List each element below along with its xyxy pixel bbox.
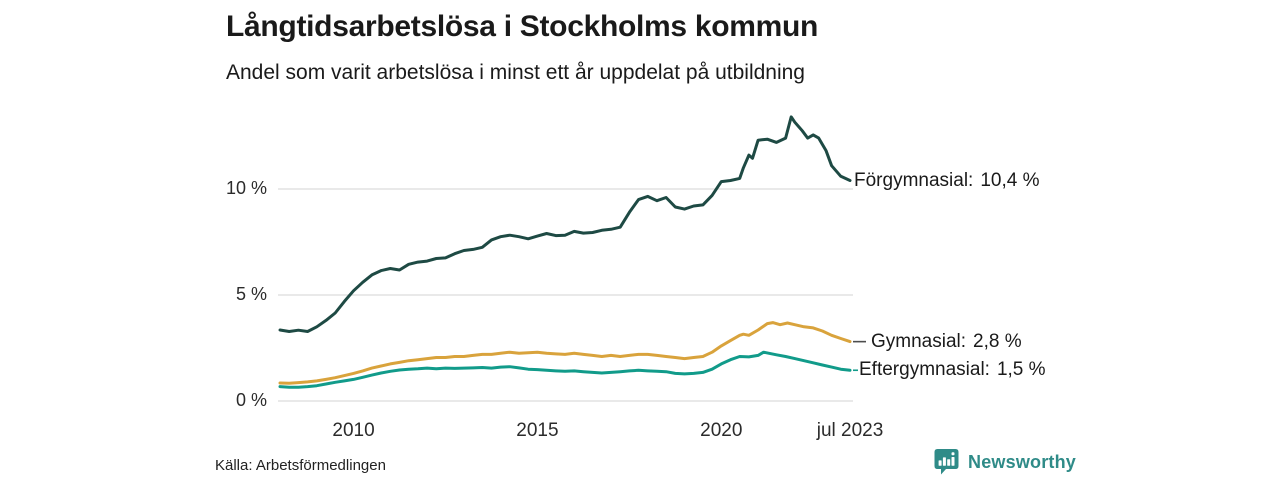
x-axis-tick-label: 2020 [700, 420, 743, 441]
source-credit: Källa: Arbetsförmedlingen [215, 457, 386, 474]
y-axis-tick-label: 10 % [225, 178, 267, 199]
series-line-eftergymnasial [278, 350, 852, 389]
series-end-label-forgymnasial: Förgymnasial: 10,4 % [854, 170, 1039, 192]
page-title: Långtidsarbetslösa i Stockholms kommun [226, 10, 819, 43]
bar-chart-speech-bubble-icon [934, 449, 959, 475]
series-end-label-eftergymnasial: Eftergymnasial: 1,5 % [859, 359, 1046, 381]
brand-name: Newsworthy [968, 451, 1077, 472]
x-axis-tick-label: 2010 [332, 420, 375, 441]
series-name: Gymnasial: [871, 330, 967, 352]
page-subtitle: Andel som varit arbetslösa i minst ett å… [226, 61, 805, 84]
x-axis-tick-label: 2015 [516, 420, 559, 441]
series-value: 1,5 % [996, 359, 1046, 381]
series-name: Eftergymnasial: [859, 359, 990, 381]
series-value: 2,8 % [973, 330, 1022, 352]
series-end-label-gymnasial: Gymnasial: 2,8 % [871, 331, 1022, 353]
series-line-förgymnasial [278, 115, 852, 333]
series-line-gymnasial [278, 321, 852, 385]
y-axis-tick-label: 0 % [235, 390, 267, 411]
y-axis-tick-label: 5 % [235, 284, 267, 305]
x-axis-tick-label: jul 2023 [816, 420, 884, 441]
series-value: 10,4 % [980, 169, 1040, 191]
series-name: Förgymnasial: [854, 169, 974, 191]
newsworthy-brand[interactable]: Newsworthy [934, 447, 1076, 477]
